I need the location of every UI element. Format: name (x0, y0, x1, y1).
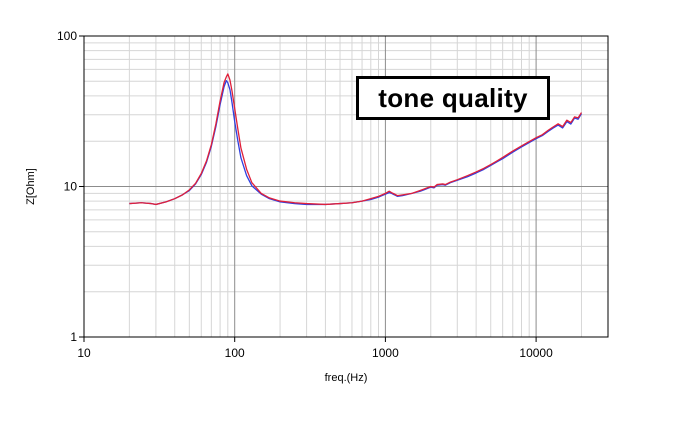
x-tick-label: 1000 (372, 346, 399, 360)
x-axis-label: freq.(Hz) (325, 372, 368, 384)
y-tick-label: 1 (70, 330, 77, 344)
x-tick-label: 10000 (519, 346, 553, 360)
y-tick-label: 100 (57, 29, 77, 43)
annotation-box: tone quality (356, 76, 550, 120)
series-layer (129, 73, 583, 206)
y-tick-label: 10 (64, 180, 78, 194)
impedance-curve-2 (129, 73, 583, 206)
x-tick-label: 10 (77, 346, 91, 360)
annotation-text: tone quality (378, 82, 528, 113)
y-axis-label: Z[Ohm] (25, 168, 37, 205)
x-axis-tick-labels: 10 100 1000 10000 (77, 337, 553, 360)
x-tick-label: 100 (225, 346, 245, 360)
y-axis-tick-labels: 1 10 100 (57, 29, 84, 344)
